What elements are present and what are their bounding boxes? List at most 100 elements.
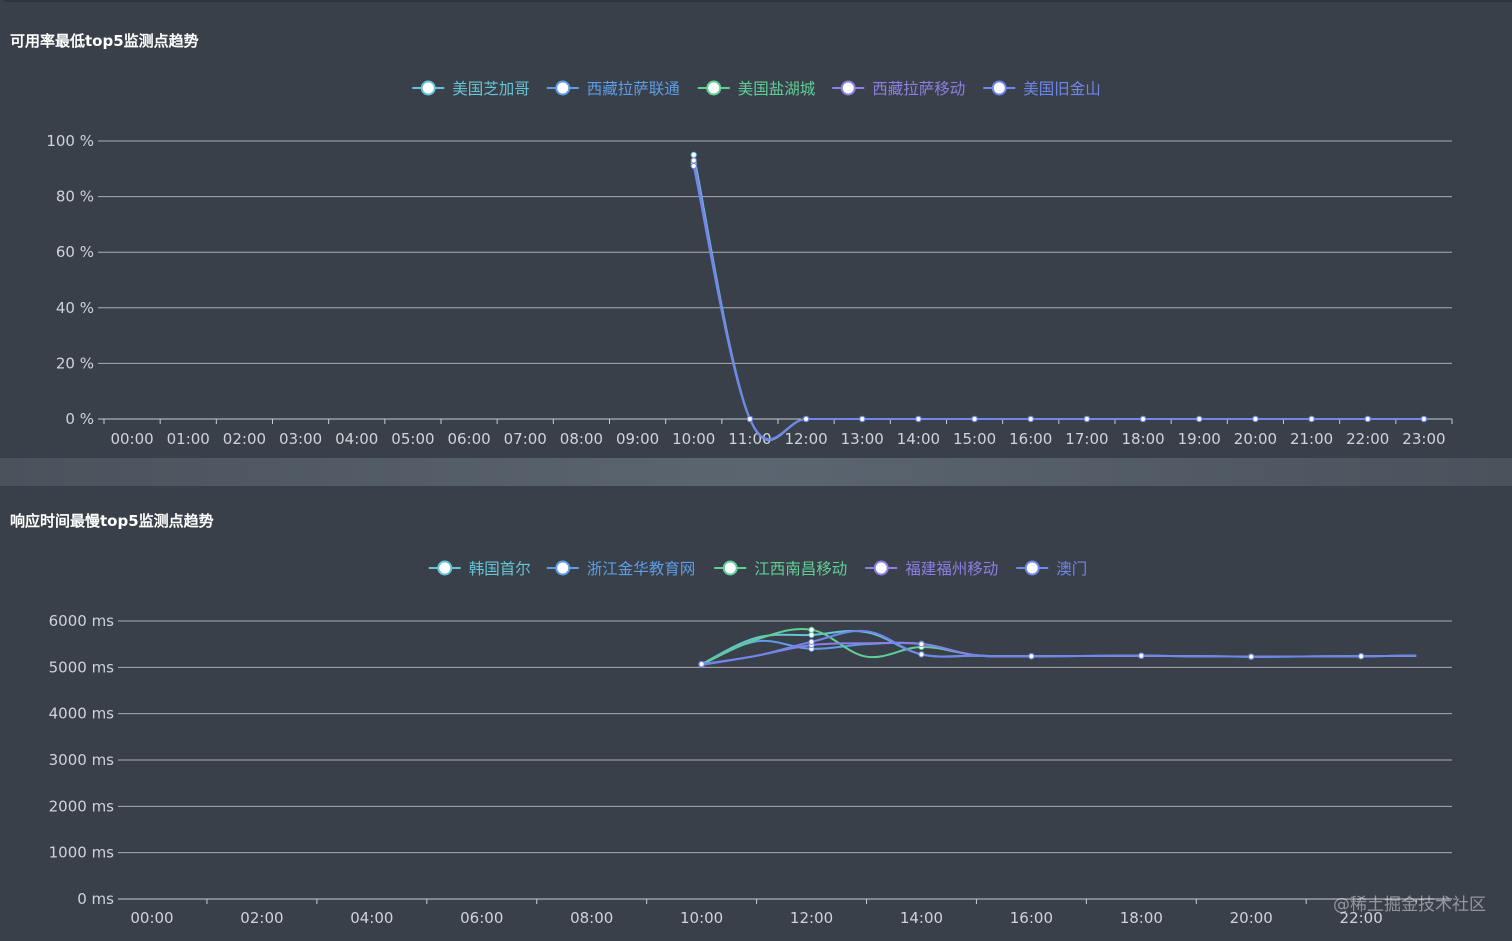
data-point [690, 162, 697, 170]
x-tick-label: 03:00 [279, 430, 322, 448]
availability-chart-title: 可用率最低top5监测点趋势 [10, 32, 199, 50]
response-time-panel: 响应时间最慢top5监测点趋势 韩国首尔 浙江金华教育网 江西南昌移动 福建福州移动 澳… [4, 486, 1512, 941]
y-tick-label: 0 ms [77, 890, 114, 908]
data-point [1248, 653, 1255, 660]
availability-chart: 美国芝加哥 西藏拉萨联通 美国盐湖城 西藏拉萨移动 美国旧金山 0 % 20 % 40 % 60… [46, 80, 1453, 448]
data-point [859, 415, 866, 423]
legend-item[interactable]: 美国芝加哥 [412, 80, 530, 98]
series-line [701, 629, 1417, 666]
legend-label: 韩国首尔 [469, 560, 531, 578]
data-point [690, 151, 697, 158]
watermark: @稀土掘金技术社区 [1333, 895, 1486, 915]
data-point [802, 415, 810, 423]
legend-marker-icon [555, 80, 571, 96]
x-tick-label: 05:00 [391, 430, 434, 448]
legend-marker-icon [437, 560, 453, 576]
series-line [692, 154, 1424, 442]
x-tick-label: 04:00 [335, 430, 378, 448]
y-tick-label: 60 % [56, 243, 94, 261]
x-tick-label: 22:00 [1340, 909, 1383, 927]
legend-marker-icon [420, 80, 436, 96]
y-tick-label: 80 % [56, 188, 94, 206]
legend-label: 美国芝加哥 [452, 80, 530, 98]
data-point [1027, 415, 1034, 423]
x-tick-label: 09:00 [616, 430, 659, 448]
y-tick-label: 0 % [65, 410, 94, 428]
data-point [1364, 415, 1371, 423]
legend-item[interactable]: 西藏拉萨移动 [832, 80, 965, 98]
legend-item[interactable]: 西藏拉萨联通 [546, 80, 681, 98]
legend-item[interactable]: 江西南昌移动 [714, 560, 847, 578]
legend-item[interactable]: 澳门 [1016, 560, 1087, 578]
legend-marker-icon [991, 80, 1007, 96]
x-tick-label: 20:00 [1234, 430, 1277, 448]
y-tick-label: 2000 ms [49, 797, 115, 815]
x-tick-label: 10:00 [680, 909, 723, 927]
data-point [746, 415, 754, 423]
x-tick-label: 17:00 [1065, 430, 1108, 448]
legend-label: 西藏拉萨联通 [587, 80, 681, 98]
x-tick-label: 12:00 [784, 430, 827, 448]
x-tick-label: 13:00 [841, 430, 884, 448]
legend-item[interactable]: 美国盐湖城 [697, 80, 816, 98]
data-point [1358, 653, 1365, 660]
y-tick-label: 20 % [56, 354, 94, 372]
legend-marker-icon [1024, 560, 1040, 576]
x-tick-label: 18:00 [1120, 909, 1163, 927]
data-point [1196, 415, 1203, 423]
data-point [918, 651, 925, 658]
data-point [808, 638, 815, 645]
x-tick-label: 14:00 [897, 430, 940, 448]
x-tick-label: 00:00 [110, 430, 153, 448]
x-tick-label: 08:00 [570, 909, 613, 927]
y-tick-label: 5000 ms [49, 658, 115, 676]
data-point [918, 641, 925, 648]
response-chart-title: 响应时间最慢top5监测点趋势 [10, 512, 214, 530]
y-tick-label: 100 % [46, 132, 94, 150]
x-tick-label: 06:00 [460, 909, 503, 927]
x-tick-label: 21:00 [1290, 430, 1333, 448]
y-tick-label: 1000 ms [49, 844, 115, 862]
series-line [692, 165, 1424, 441]
x-tick-label: 02:00 [223, 430, 266, 448]
x-tick-label: 20:00 [1230, 909, 1273, 927]
y-tick-label: 3000 ms [49, 751, 115, 769]
series-line [692, 163, 1424, 441]
data-point [915, 415, 922, 423]
data-point [808, 631, 815, 638]
data-point [1308, 415, 1315, 423]
series-line [692, 160, 1424, 441]
series-line [692, 165, 1424, 441]
x-tick-label: 00:00 [130, 909, 173, 927]
y-tick-label: 40 % [56, 299, 94, 317]
x-tick-label: 12:00 [790, 909, 833, 927]
data-point [698, 660, 705, 668]
legend-item[interactable]: 浙江金华教育网 [546, 560, 696, 578]
x-tick-label: 16:00 [1010, 909, 1053, 927]
x-tick-label: 18:00 [1121, 430, 1164, 448]
x-tick-label: 19:00 [1178, 430, 1221, 448]
legend-marker-icon [706, 80, 722, 96]
legend-label: 浙江金华教育网 [587, 560, 696, 578]
legend-label: 美国盐湖城 [738, 80, 816, 98]
x-tick-label: 07:00 [504, 430, 547, 448]
legend-label: 澳门 [1056, 560, 1087, 578]
y-tick-label: 4000 ms [49, 705, 115, 723]
data-point [1083, 415, 1091, 423]
x-tick-label: 01:00 [167, 430, 210, 448]
data-point [971, 415, 978, 423]
x-tick-label: 15:00 [953, 430, 996, 448]
data-point [1139, 415, 1147, 423]
legend-item[interactable]: 韩国首尔 [428, 560, 531, 578]
y-tick-label: 6000 ms [49, 612, 115, 630]
x-tick-label: 14:00 [900, 909, 943, 927]
data-point [1420, 415, 1428, 423]
legend-marker-icon [873, 560, 889, 576]
legend-label: 美国旧金山 [1023, 80, 1101, 98]
legend-label: 江西南昌移动 [754, 560, 847, 578]
data-point [1138, 652, 1145, 659]
data-point [808, 626, 815, 633]
legend-item[interactable]: 美国旧金山 [983, 80, 1101, 98]
legend-item[interactable]: 福建福州移动 [865, 560, 998, 578]
panel-divider [0, 458, 1512, 486]
